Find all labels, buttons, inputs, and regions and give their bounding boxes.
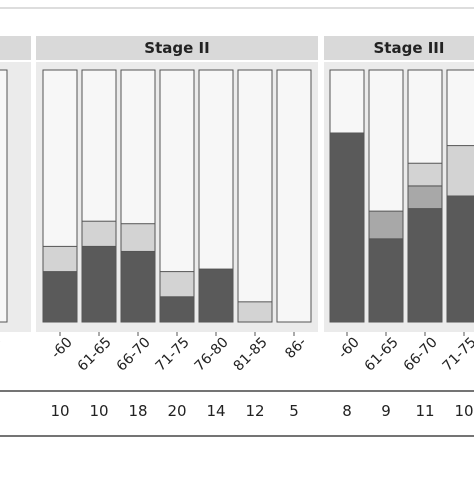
count-label: 18 [128, 402, 147, 420]
x-tick-label: -60 [48, 334, 75, 361]
count-label: 9 [381, 402, 391, 420]
bar-segment-dark [446, 195, 474, 323]
x-tick-label: 66-70 [114, 334, 154, 374]
bar-segment-light [42, 245, 78, 273]
count-label: 10 [50, 402, 69, 420]
bar-segment-light [446, 145, 474, 197]
bar-segment-dark [198, 268, 234, 323]
x-tick-label: 71-75 [153, 334, 193, 374]
bar-segment-dark [159, 296, 195, 323]
bar-remainder [237, 69, 273, 323]
facet-strip [324, 36, 474, 60]
count-label: 10 [89, 402, 108, 420]
count-label: 20 [167, 402, 186, 420]
bar-segment-light [81, 220, 117, 247]
facet-strip [0, 36, 31, 60]
x-tick-label: -60 [335, 334, 362, 361]
bar-segment-light [159, 271, 195, 298]
bar-remainder [276, 69, 312, 323]
count-label: 8 [342, 402, 352, 420]
x-tick-label: 66-70 [401, 334, 441, 374]
x-tick-label: 61-65 [75, 334, 115, 374]
bar-segment-light [407, 162, 443, 187]
count-label: 12 [245, 402, 264, 420]
bar-segment-dark [407, 208, 443, 323]
bar-segment-mid [368, 210, 404, 240]
bar-remainder [0, 69, 8, 323]
bar-segment-dark [42, 271, 78, 323]
bar-segment-dark [368, 238, 404, 323]
count-label: 11 [415, 402, 434, 420]
x-tick-label: 76-80 [192, 334, 232, 374]
bar-segment-light [120, 223, 156, 252]
x-tick-label: 61-65 [362, 334, 402, 374]
bar-segment-dark [81, 245, 117, 323]
count-label: 10 [454, 402, 473, 420]
bar-segment-dark [120, 250, 156, 323]
x-tick-label: 86- [0, 334, 6, 361]
facet-strip [36, 36, 318, 60]
facet-title: Stage II [144, 39, 209, 57]
x-tick-label: 86- [282, 334, 309, 361]
count-label: 14 [206, 402, 225, 420]
x-tick-label: 81-85 [231, 334, 271, 374]
facet-title: Stage III [374, 39, 445, 57]
bar-segment-dark [329, 132, 365, 323]
count-label: 5 [289, 402, 299, 420]
bar-segment-light [237, 301, 273, 323]
x-tick-label: 71-75 [440, 334, 474, 374]
bar-segment-mid [407, 185, 443, 210]
